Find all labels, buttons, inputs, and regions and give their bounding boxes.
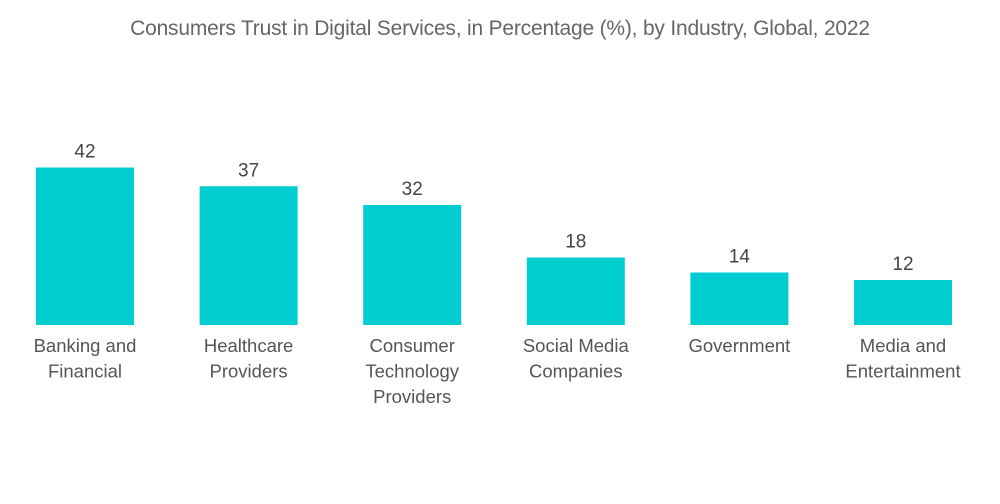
category-label: Healthcare	[204, 335, 293, 356]
data-label: 14	[729, 247, 751, 268]
bar-group: 37 Healthcare Providers	[199, 160, 298, 382]
data-label: 37	[238, 160, 259, 181]
bar-group: 12 Media and Entertainment	[845, 254, 960, 382]
data-label: 12	[892, 254, 913, 275]
chart-title: Consumers Trust in Digital Services, in …	[130, 17, 870, 40]
data-label: 32	[402, 179, 423, 200]
bar-group: 42 Banking and Financial	[34, 142, 137, 382]
category-label: Providers	[210, 361, 288, 382]
category-label: Technology	[365, 361, 459, 382]
bar	[690, 272, 789, 325]
bar	[854, 280, 952, 325]
bar-group: 32 Consumer Technology Providers	[363, 179, 462, 407]
data-label: 18	[565, 232, 586, 253]
bar-group: 14 Government	[689, 247, 791, 357]
bar-group: 18 Social Media Companies	[523, 232, 630, 382]
category-label: Banking and	[34, 335, 137, 356]
category-label: Providers	[373, 386, 451, 407]
category-label: Companies	[529, 361, 623, 382]
category-label: Media and	[860, 335, 946, 356]
data-label: 42	[74, 142, 95, 163]
category-label: Financial	[48, 361, 122, 382]
bar	[526, 257, 625, 325]
category-label: Consumer	[370, 335, 455, 356]
category-label: Social Media	[523, 335, 630, 356]
bar	[199, 186, 298, 325]
bar	[36, 167, 134, 325]
category-label: Entertainment	[845, 361, 960, 382]
bar	[363, 205, 462, 325]
category-label: Government	[689, 335, 791, 356]
